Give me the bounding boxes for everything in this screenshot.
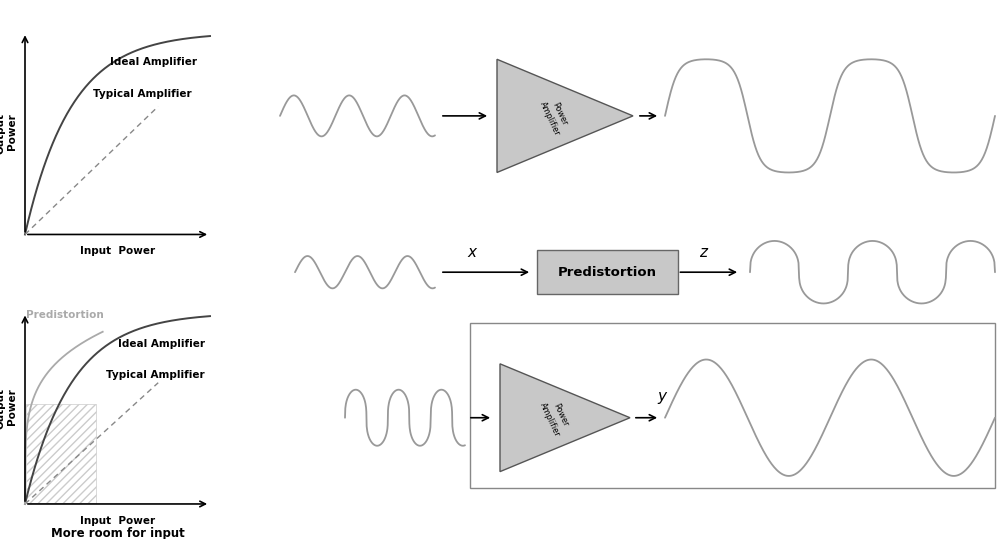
Text: $y$: $y$ [657,390,669,406]
Text: Power
Amplifier: Power Amplifier [538,95,572,137]
Text: $z$: $z$ [699,245,710,260]
Text: Predistortion: Predistortion [26,310,104,320]
Text: Power
Amplifier: Power Amplifier [538,397,572,439]
Text: Ideal Amplifier: Ideal Amplifier [118,339,205,349]
FancyBboxPatch shape [536,250,678,294]
Text: Ideal Amplifier: Ideal Amplifier [110,57,197,67]
Text: Output
Power: Output Power [0,388,17,429]
Text: Typical Amplifier: Typical Amplifier [106,370,205,379]
Bar [26,404,96,503]
Text: Input  Power: Input Power [80,246,155,257]
Text: $x$: $x$ [467,245,479,260]
Polygon shape [500,364,630,472]
Text: Input  Power: Input Power [80,516,155,526]
Bar [470,323,995,488]
Text: Typical Amplifier: Typical Amplifier [93,89,192,99]
Polygon shape [497,59,633,172]
Text: Predistortion: Predistortion [558,266,656,279]
Text: More room for input: More room for input [51,527,184,539]
Text: Output
Power: Output Power [0,113,17,154]
